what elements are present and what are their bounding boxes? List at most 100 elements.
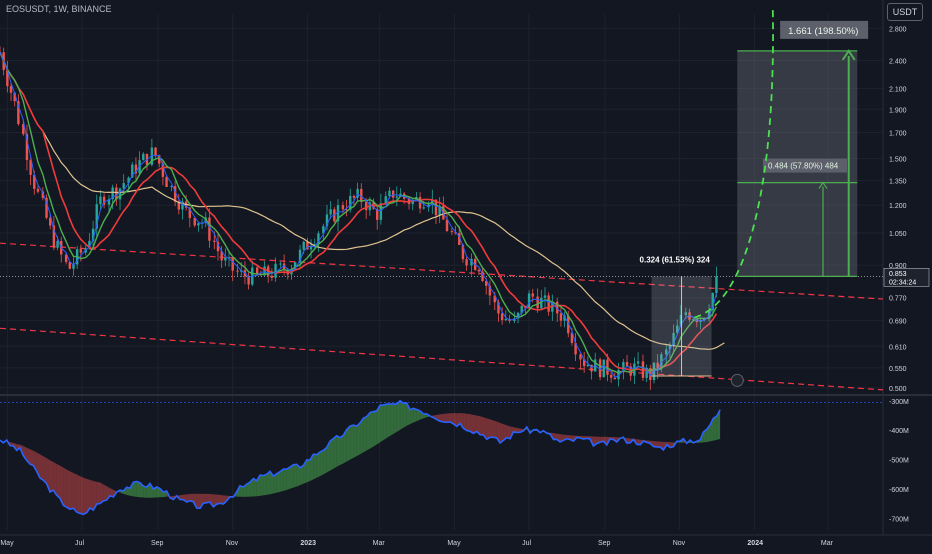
candle-body <box>516 312 520 319</box>
candle-body <box>17 101 20 125</box>
candle-body <box>349 195 352 210</box>
time-tick-label: Jul <box>522 540 531 547</box>
obv-fill-segment <box>660 441 664 450</box>
current-price-tag <box>883 268 930 287</box>
obv-fill-segment <box>93 480 97 511</box>
obv-fill-segment <box>370 411 374 449</box>
currency-button[interactable]: USDT <box>887 3 923 21</box>
candle-body <box>527 293 531 309</box>
obv-fill-segment <box>286 467 291 490</box>
candle-body <box>384 196 387 204</box>
obv-fill-segment <box>133 481 137 497</box>
obv-fill-segment <box>276 471 281 493</box>
obv-fill-segment <box>480 416 484 435</box>
obv-fill-segment <box>280 469 284 492</box>
price-tick-label: 0.690 <box>889 319 907 326</box>
candle-body <box>411 199 414 204</box>
price-tick-label: 1.200 <box>889 203 907 210</box>
candle-body <box>200 222 204 224</box>
obv-fill-segment <box>496 421 501 444</box>
candle-body <box>282 263 286 270</box>
obv-fill-segment <box>240 485 244 497</box>
obv-fill-segment <box>193 493 197 509</box>
candle-body <box>570 333 574 343</box>
target-label-bg-2 <box>780 20 869 39</box>
obv-fill-segment <box>96 481 101 505</box>
candle-body <box>493 295 496 303</box>
obv-fill-segment <box>353 425 357 458</box>
candle-body <box>563 315 566 321</box>
price-tick-label: 1.050 <box>889 231 907 238</box>
obv-fill-segment <box>273 473 277 494</box>
time-tick-label: May <box>447 540 461 547</box>
obv-fill-segment <box>63 467 67 508</box>
obv-fill-segment <box>400 400 404 430</box>
target-arrow-head-2 <box>841 49 856 61</box>
obv-fill-segment <box>83 477 87 515</box>
obv-fill-segment <box>356 422 361 457</box>
candle-body <box>142 153 145 161</box>
obv-fill-segment <box>363 416 367 453</box>
obv-fill-segment <box>203 493 207 504</box>
obv-fill-segment <box>260 475 264 496</box>
obv-fill-segment <box>200 493 204 509</box>
obv-fill-segment <box>66 469 71 510</box>
obv-fill-segment <box>143 486 147 498</box>
obv-fill-segment <box>313 454 317 480</box>
candle-body <box>649 368 652 381</box>
candle-body <box>177 201 181 210</box>
obv-fill-segment <box>653 441 657 448</box>
obv-fill-segment <box>323 447 327 475</box>
obv-fill-segment <box>310 454 314 481</box>
obv-fill-segment <box>493 420 497 438</box>
candle-body <box>481 271 484 282</box>
candle-body <box>102 196 106 205</box>
obv-fill-segment <box>403 403 407 428</box>
obv-fill-segment <box>296 464 301 487</box>
obv-fill-segment <box>40 454 44 481</box>
candle-body <box>540 297 543 309</box>
candle-body <box>543 295 547 298</box>
candle-body <box>236 270 239 272</box>
symbol-label: EOSUSDT, 1W, BINANCE <box>6 4 112 14</box>
obv-fill-segment <box>713 415 717 441</box>
candle-body <box>306 241 309 250</box>
candle-body <box>699 320 702 323</box>
candle-body <box>609 374 613 378</box>
obv-fill-segment <box>350 425 354 460</box>
obv-fill-segment <box>70 471 74 510</box>
price-tick-label: 0.500 <box>889 386 907 393</box>
obv-fill-segment <box>150 483 154 498</box>
obv-fill-segment <box>703 429 707 443</box>
obv-fill-segment <box>410 408 414 425</box>
time-tick-label: Sep <box>151 540 164 547</box>
candle-body <box>395 196 398 198</box>
obv-fill-segment <box>283 469 287 491</box>
obv-fill-segment <box>153 486 157 498</box>
candle-body <box>567 315 570 334</box>
candle-body <box>79 249 83 253</box>
candle-body <box>679 315 683 326</box>
candle-body <box>25 134 29 161</box>
obv-fill-segment <box>186 493 191 503</box>
candle-body <box>345 209 348 211</box>
candle-body <box>220 251 223 261</box>
candle-body <box>438 205 441 216</box>
candle-body <box>391 190 395 198</box>
price-tick-label: 0.610 <box>889 344 907 351</box>
candle-body <box>636 361 640 364</box>
obv-fill-segment <box>416 409 421 422</box>
candle-body <box>52 225 56 248</box>
candle-body <box>131 164 134 178</box>
price-tick-label: 1.700 <box>889 130 907 137</box>
candle-body <box>579 354 582 360</box>
obv-fill-segment <box>293 464 297 488</box>
obv-fill-segment <box>373 410 377 447</box>
obv-fill-segment <box>60 465 64 506</box>
candle-body <box>45 197 48 218</box>
candle-body <box>602 359 605 378</box>
candle-body <box>36 188 40 192</box>
obv-fill-segment <box>306 459 311 483</box>
